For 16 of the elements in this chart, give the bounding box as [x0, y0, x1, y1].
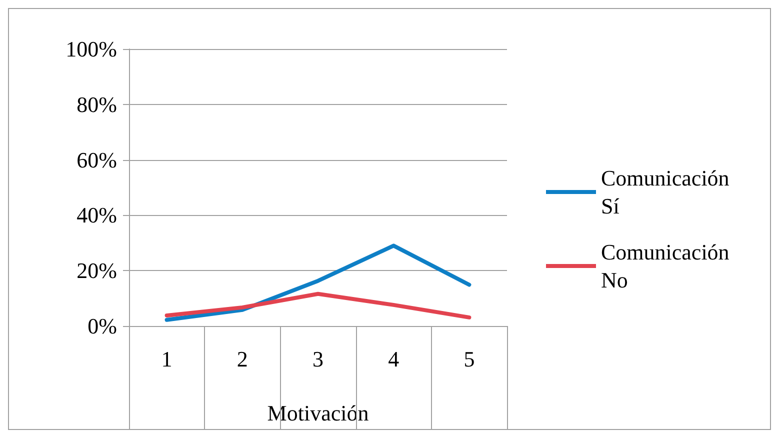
y-tick-label: 80%	[76, 92, 117, 117]
x-tick-label: 2	[236, 346, 248, 372]
x-tick-label: 1	[161, 346, 172, 372]
x-axis-title: Motivación	[267, 400, 369, 426]
y-tick-label: 100%	[66, 36, 117, 62]
legend-label: Comunicación No	[601, 240, 735, 292]
y-tick-label: 20%	[76, 258, 117, 284]
line-series	[164, 244, 472, 322]
line-series	[164, 292, 472, 320]
x-tick-label: 5	[464, 346, 475, 372]
x-tick-label: 3	[312, 346, 324, 372]
x-tick-label: 4	[388, 346, 400, 372]
legend-label: Comunicación Sí	[601, 166, 735, 218]
y-tick-label: 60%	[76, 147, 117, 172]
y-tick-label: 40%	[76, 202, 117, 228]
y-tick-label: 0%	[88, 314, 117, 338]
